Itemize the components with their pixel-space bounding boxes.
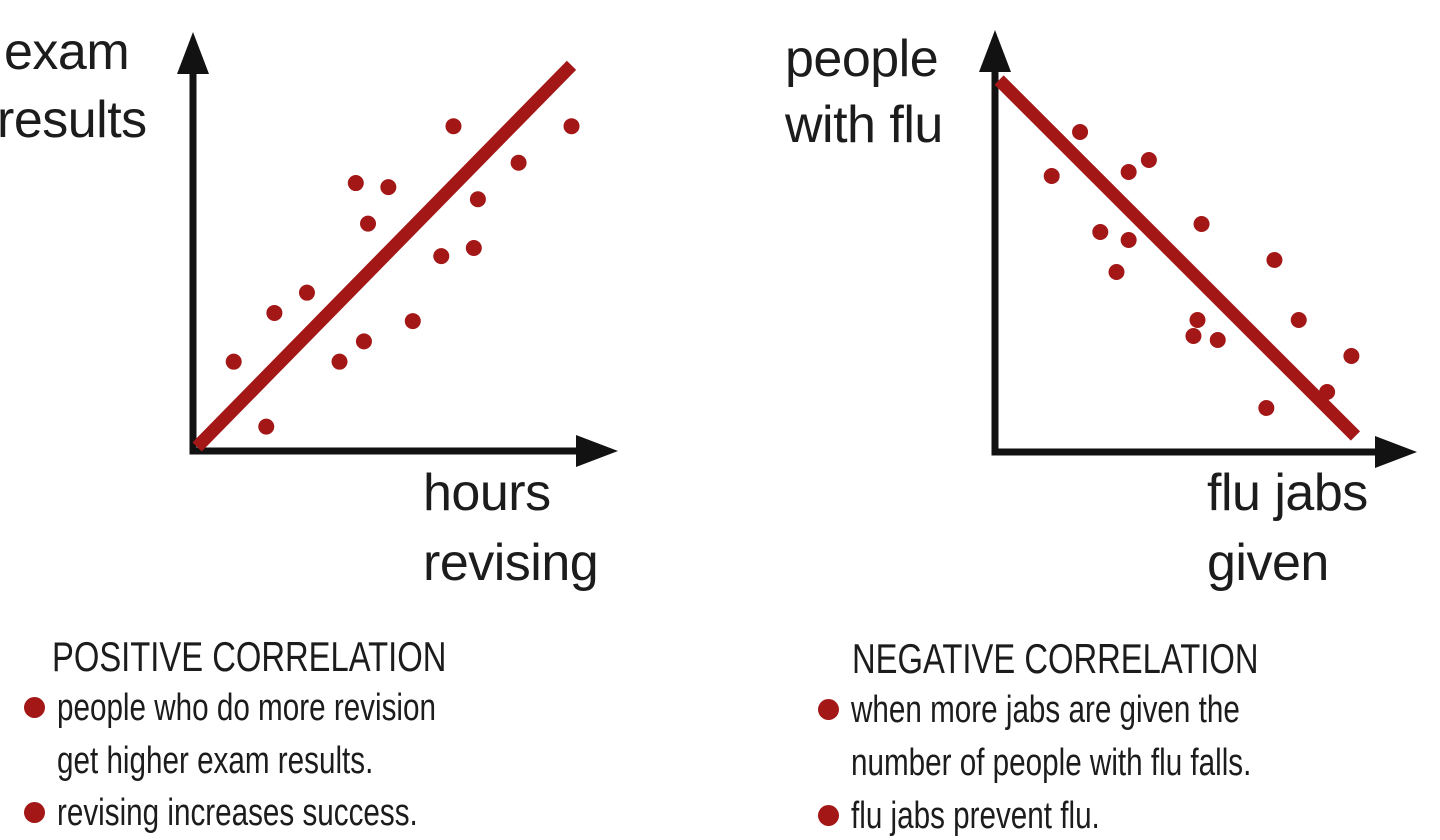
scatter-point	[360, 215, 377, 232]
scatter-point	[1120, 164, 1137, 180]
scatter-point	[347, 175, 364, 192]
x-axis-label-line: flu jabs	[1207, 464, 1368, 522]
scatter-point	[1072, 124, 1089, 140]
positive-correlation-title: POSITIVE CORRELATION	[52, 633, 447, 680]
caption-line: get higher exam results.	[57, 740, 374, 782]
scatter-point	[331, 353, 348, 370]
scatter-point	[1258, 400, 1275, 416]
negative-correlation-title: NEGATIVE CORRELATION	[852, 635, 1259, 682]
x-axis-label-line: revising	[423, 534, 599, 592]
scatter-point	[1343, 348, 1360, 364]
scatter-point	[1140, 152, 1157, 168]
scatter-point	[1120, 232, 1137, 248]
scatter-point	[1290, 312, 1307, 328]
left-y-axis-label: exam results	[0, 18, 147, 154]
bullet-icon	[818, 805, 839, 826]
caption-item: when more jabs are given the number of p…	[818, 684, 1364, 790]
scatter-point	[1209, 332, 1226, 348]
bullet-icon	[24, 802, 45, 823]
scatter-point	[380, 179, 397, 196]
scatter-point	[465, 240, 482, 256]
y-axis-arrowhead-icon	[979, 30, 1011, 72]
caption-line: revising increases success.	[57, 792, 418, 834]
x-axis-label-line: given	[1207, 534, 1329, 592]
left-x-axis-label: hours revising	[423, 458, 599, 598]
caption-line: flu jabs prevent flu.	[851, 795, 1100, 837]
scatter-point	[258, 418, 275, 435]
scatter-point	[225, 353, 242, 370]
caption-line: people who do more revision	[57, 687, 436, 729]
scatter-point	[1319, 384, 1336, 400]
x-axis-arrowhead-icon	[576, 435, 618, 467]
caption-item: people who do more revision get higher e…	[24, 682, 543, 788]
x-axis-arrowhead-icon	[1375, 436, 1417, 468]
scatter-point	[1185, 328, 1202, 344]
scatter-point	[469, 191, 486, 208]
negative-correlation-plot	[979, 30, 1417, 468]
y-axis-arrowhead-icon	[177, 32, 209, 74]
caption-item: flu jabs prevent flu.	[818, 790, 1170, 840]
right-y-axis-label: people with flu	[785, 26, 943, 158]
y-axis-label-line: people	[785, 30, 939, 88]
scatter-point	[266, 304, 283, 321]
right-x-axis-label: flu jabs given	[1207, 458, 1368, 598]
positive-correlation-plot	[177, 32, 618, 467]
y-axis-label-line: results	[0, 91, 147, 149]
caption-line: number of people with flu falls.	[851, 742, 1252, 784]
y-axis-label-line: exam	[4, 23, 130, 81]
scatter-point	[445, 118, 462, 135]
scatter-point	[510, 154, 527, 171]
caption-line: when more jabs are given the	[851, 689, 1240, 731]
caption-item: revising increases success.	[24, 787, 520, 840]
scatter-point	[1189, 312, 1206, 328]
scatter-point	[1266, 252, 1283, 268]
trend-line	[192, 60, 577, 452]
x-axis-label-line: hours	[423, 464, 551, 522]
bullet-icon	[24, 697, 45, 718]
scatter-point	[355, 333, 372, 350]
scatter-point	[1043, 168, 1060, 184]
scatter-point	[563, 118, 580, 135]
bullet-icon	[818, 699, 839, 720]
scatter-point	[1193, 216, 1210, 232]
scatter-point	[1108, 264, 1125, 280]
trend-line	[994, 75, 1361, 441]
scatter-point	[1092, 224, 1109, 240]
y-axis-label-line: with flu	[785, 96, 943, 154]
scatter-point	[298, 284, 315, 301]
scatter-point	[433, 248, 450, 265]
scatter-point	[404, 313, 421, 330]
